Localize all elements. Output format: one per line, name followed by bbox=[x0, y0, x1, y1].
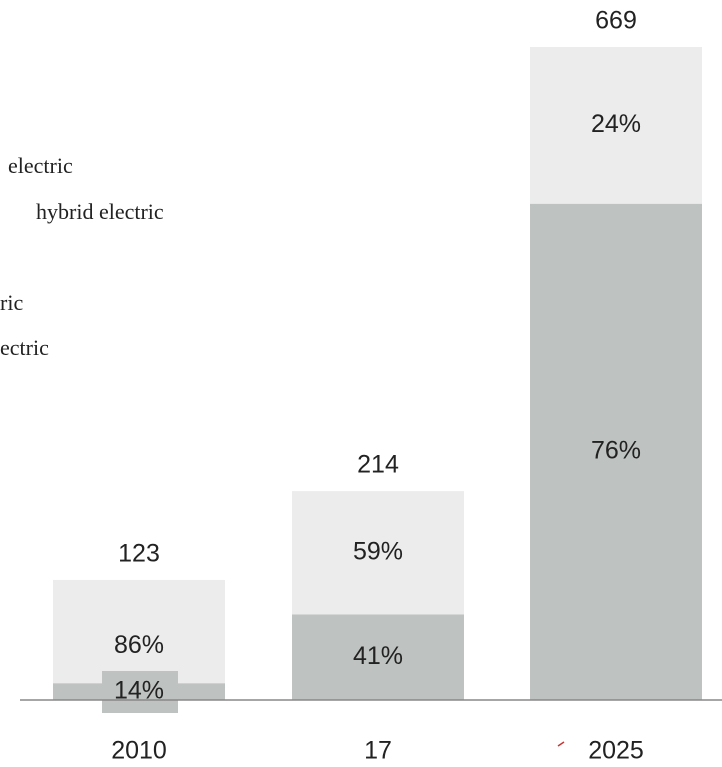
legend-entry: ectric bbox=[0, 335, 49, 360]
legend-entry: ric bbox=[0, 290, 23, 315]
x-tick-label: 17 bbox=[364, 737, 392, 765]
bar-segment bbox=[292, 491, 464, 615]
bar-segment bbox=[530, 203, 702, 700]
value-label: 59% bbox=[353, 537, 403, 565]
bar-segment bbox=[53, 579, 225, 684]
legend-entry: hybrid electric bbox=[36, 199, 164, 224]
legend-entry: electric bbox=[8, 153, 73, 178]
total-label: 214 bbox=[357, 451, 399, 479]
mark bbox=[557, 741, 565, 747]
value-label: 86% bbox=[114, 631, 164, 659]
bar-segment bbox=[292, 614, 464, 700]
x-tick-label: 2010 bbox=[111, 737, 167, 765]
bar-segment bbox=[530, 47, 702, 204]
value-label: 41% bbox=[353, 642, 403, 670]
total-label: 669 bbox=[595, 7, 637, 35]
x-tick-label: 2025 bbox=[588, 737, 644, 765]
label-box bbox=[102, 671, 178, 713]
value-label: 76% bbox=[591, 436, 641, 464]
value-label: 24% bbox=[591, 110, 641, 138]
total-label: 123 bbox=[118, 540, 160, 568]
